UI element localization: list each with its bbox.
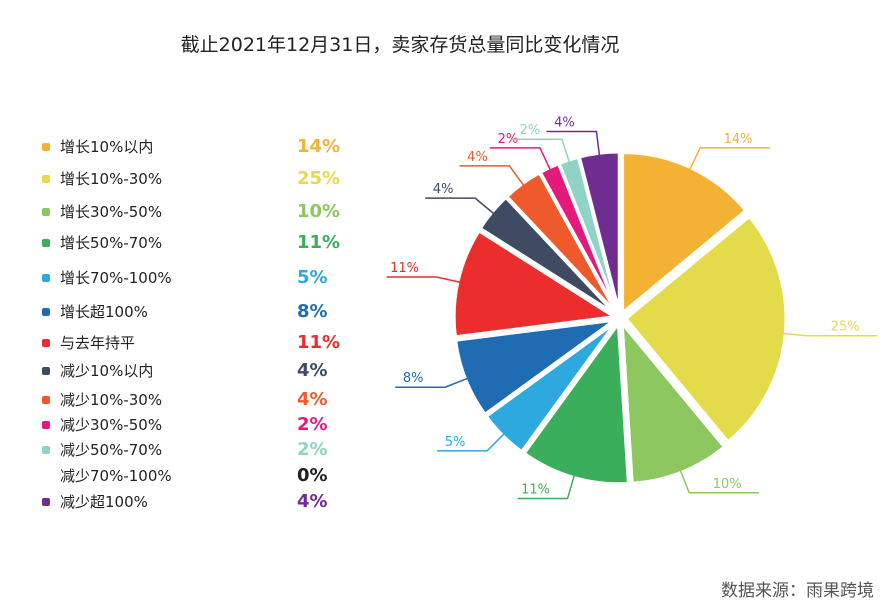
legend-label: 与去年持平 <box>60 334 136 352</box>
data-label: 10% <box>713 477 742 492</box>
legend-value: 4% <box>297 360 328 381</box>
legend-swatch <box>42 308 50 316</box>
data-label: 8% <box>403 371 424 386</box>
legend-label: 减少10%-30% <box>60 391 163 409</box>
legend-item: 减少50%-70% 2% <box>42 439 372 460</box>
legend-value: 2% <box>297 414 328 435</box>
legend-value: 5% <box>297 267 328 288</box>
legend-label: 增长50%-70% <box>60 234 163 252</box>
legend-swatch <box>42 498 50 506</box>
legend-value: 14% <box>297 136 341 157</box>
leader-line <box>781 332 878 337</box>
legend-item: 减少30%-50% 2% <box>42 414 372 435</box>
data-label: 11% <box>521 483 550 498</box>
leader-line <box>688 147 771 172</box>
legend-swatch <box>42 274 50 282</box>
legend-swatch <box>42 143 50 151</box>
legend-item: 增长10%-30% 25% <box>42 168 372 189</box>
legend-swatch <box>42 175 50 183</box>
legend-value: 10% <box>297 201 341 222</box>
data-label: 2% <box>520 123 541 138</box>
leader-line <box>425 197 496 216</box>
leader-line <box>678 468 760 494</box>
data-label: 25% <box>831 320 860 335</box>
legend-value: 11% <box>297 232 341 253</box>
legend-value: 2% <box>297 439 328 460</box>
legend-swatch <box>42 421 50 429</box>
legend-item: 减少70%-100% 0% <box>42 465 372 486</box>
data-label: 2% <box>498 132 519 147</box>
legend-item: 减少10%以内 4% <box>42 360 372 381</box>
leader-line <box>489 147 552 172</box>
legend-label: 减少50%-70% <box>60 441 163 459</box>
legend-value: 8% <box>297 301 328 322</box>
source-note: 数据来源：雨果跨境 <box>721 581 874 601</box>
legend-label: 增长10%-30% <box>60 170 163 188</box>
legend-item: 增长超100% 8% <box>42 301 372 322</box>
leader-line <box>459 165 526 188</box>
legend-item: 增长70%-100% 5% <box>42 267 372 288</box>
data-label: 4% <box>554 115 575 130</box>
legend-item: 减少10%-30% 4% <box>42 389 372 410</box>
chart-title: 截止2021年12月31日，卖家存货总量同比变化情况 <box>180 34 620 56</box>
data-label: 14% <box>724 132 753 147</box>
pie-chart: 14% 25% 10% 11% 5% 8% 11% 4% 4% 2%2% 4% <box>386 115 878 500</box>
legend-swatch <box>42 339 50 347</box>
leader-line <box>511 138 571 165</box>
legend-swatch <box>42 367 50 375</box>
legend-item: 增长50%-70% 11% <box>42 232 372 253</box>
legend-value: 4% <box>297 491 328 512</box>
leader-line <box>386 276 463 284</box>
legend-swatch <box>42 396 50 404</box>
data-label: 4% <box>467 150 488 165</box>
legend-swatch <box>42 239 50 247</box>
legend-item: 与去年持平 11% <box>42 332 372 353</box>
leader-line <box>517 473 576 500</box>
legend-label: 增长30%-50% <box>60 203 163 221</box>
data-label: 11% <box>390 261 419 276</box>
legend-label: 减少70%-100% <box>60 467 172 485</box>
legend-item: 增长30%-50% 10% <box>42 201 372 222</box>
leader-line <box>395 376 470 388</box>
legend-label: 减少超100% <box>60 493 148 511</box>
legend-label: 增长70%-100% <box>60 269 172 287</box>
data-label: 4% <box>433 182 454 197</box>
legend-value: 25% <box>297 168 341 189</box>
legend-label: 增长10%以内 <box>60 138 154 156</box>
legend-label: 减少10%以内 <box>60 362 154 380</box>
legend-swatch <box>42 208 50 216</box>
legend-item: 减少超100% 4% <box>42 491 372 512</box>
leader-line <box>546 130 601 158</box>
leader-line <box>437 432 506 452</box>
legend-value: 11% <box>297 332 341 353</box>
data-label: 5% <box>445 435 466 450</box>
legend-label: 增长超100% <box>60 303 148 321</box>
legend-value: 0% <box>297 465 328 486</box>
legend-value: 4% <box>297 389 328 410</box>
legend-label: 减少30%-50% <box>60 416 163 434</box>
legend-item: 增长10%以内 14% <box>42 136 372 157</box>
legend-swatch <box>42 446 50 454</box>
